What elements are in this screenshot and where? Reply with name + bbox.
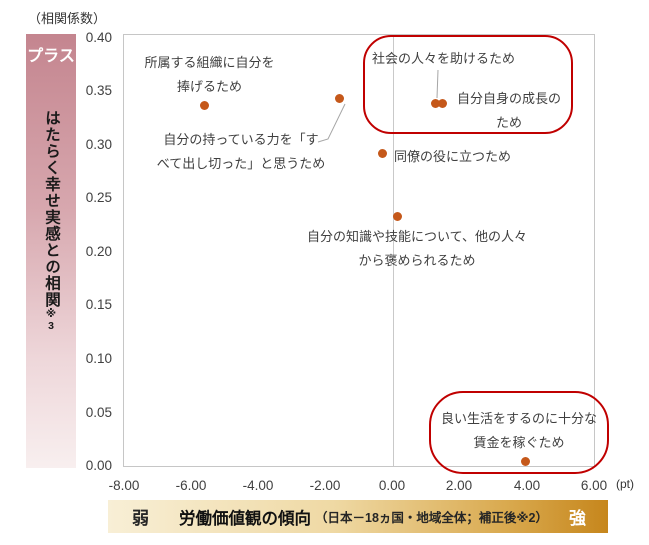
data-point-power	[335, 94, 344, 103]
y-tick: 0.00	[85, 458, 112, 473]
x-tick: -6.00	[175, 478, 207, 493]
strong-label: 強	[569, 509, 586, 528]
point-label-wage: 良い生活をするのに十分な 賃金を稼ぐため	[440, 411, 597, 450]
x-tick: -8.00	[108, 478, 140, 493]
y-axis-footnote: ※3	[45, 308, 57, 332]
data-point-knowledge	[393, 212, 402, 221]
x-tick: 4.00	[513, 478, 541, 493]
x-tick: 6.00	[580, 478, 608, 493]
y-tick: 0.40	[85, 30, 112, 45]
y-tick: 0.15	[85, 297, 112, 312]
x-axis-unit-label: (pt)	[616, 477, 634, 491]
data-point-colleague	[378, 149, 387, 158]
point-label-org: 所属する組織に自分を 捧げるため	[144, 55, 275, 94]
x-tick: 0.00	[378, 478, 406, 493]
x-axis-band-title: 労働価値観の傾向	[179, 509, 311, 528]
data-point-wage	[521, 457, 530, 466]
x-tick: -4.00	[242, 478, 274, 493]
y-tick: 0.20	[85, 244, 112, 259]
highlight-ring-bottom	[429, 391, 609, 474]
y-tick: 0.25	[85, 190, 112, 205]
y-axis-vertical-label: はたらく幸せ実感との相関※3	[40, 110, 62, 332]
point-label-growth: 自分自身の成長の ため	[456, 91, 561, 130]
y-tick: 0.30	[85, 137, 112, 152]
point-label-society: 社会の人々を助けるため	[372, 51, 516, 66]
data-point-society	[431, 99, 440, 108]
point-label-knowledge: 自分の知識や技能について、他の人々 から褒められるため	[307, 229, 527, 268]
x-tick: -2.00	[309, 478, 341, 493]
zero-gridline	[393, 35, 394, 466]
point-label-colleague: 同僚の役に立つため	[394, 149, 512, 164]
x-tick: 2.00	[445, 478, 473, 493]
y-axis-gradient-band: プラス はたらく幸せ実感との相関※3	[26, 34, 76, 468]
data-point-org	[200, 101, 209, 110]
x-axis-gradient-band: 弱 労働価値観の傾向 （日本－18ヵ国・地域全体；補正後※2） 強	[108, 500, 608, 533]
data-point-growth	[438, 99, 447, 108]
y-axis-title: （相関係数）	[28, 11, 107, 26]
y-axis-vertical-label-text: はたらく幸せ実感との相関	[43, 110, 60, 308]
point-label-power: 自分の持っている力を「す べて出し切った」と思うため	[156, 132, 326, 171]
y-tick: 0.35	[85, 83, 112, 98]
y-tick: 0.10	[85, 351, 112, 366]
y-tick: 0.05	[85, 405, 112, 420]
highlight-ring-top	[363, 35, 573, 134]
x-axis-band-subtitle: （日本－18ヵ国・地域全体；補正後※2）	[315, 511, 549, 525]
weak-label: 弱	[132, 509, 149, 528]
plus-label: プラス	[27, 48, 75, 65]
